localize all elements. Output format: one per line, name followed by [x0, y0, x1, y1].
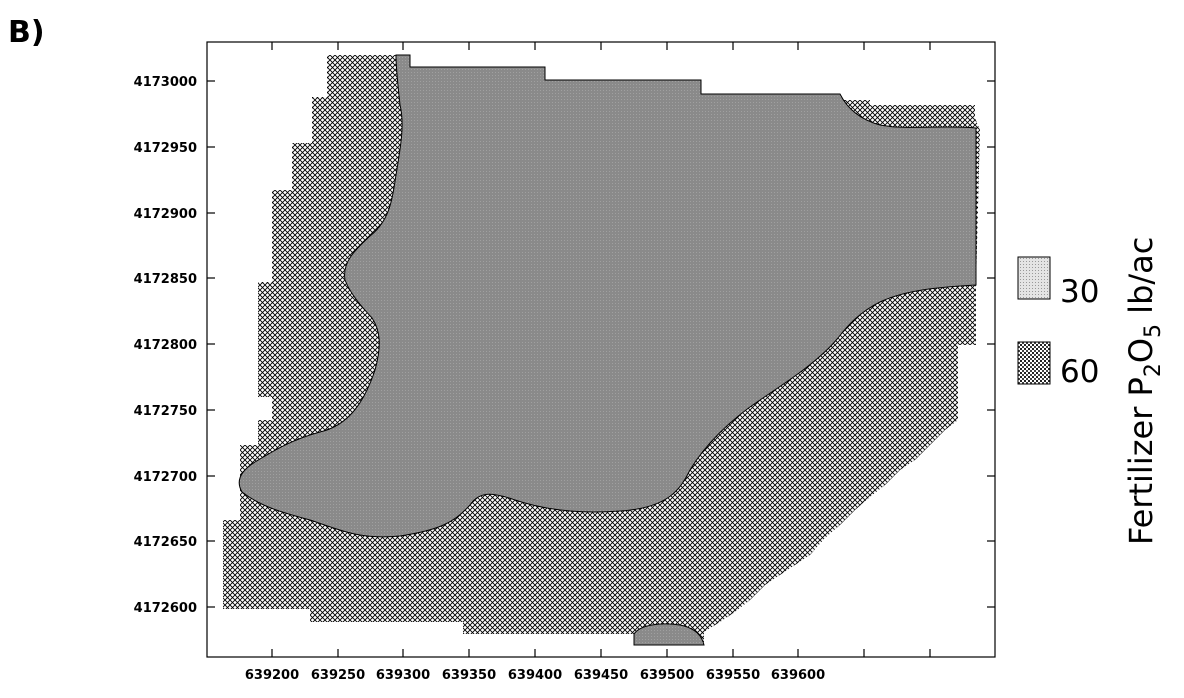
y-tick-label: 4172850 — [134, 272, 197, 287]
y-tick-label: 4172750 — [134, 404, 197, 419]
legend-title: Fertilizer P2O5 lb/ac — [1122, 237, 1166, 545]
legend-title-sub2: 5 — [1141, 324, 1166, 338]
y-tick-label: 4172700 — [134, 470, 197, 485]
x-tick-label: 639550 — [706, 668, 760, 683]
x-tick-label: 639350 — [442, 668, 496, 683]
legend-swatch-60 — [1017, 341, 1051, 385]
legend-title-sub1: 2 — [1141, 363, 1166, 377]
x-tick-label: 639200 — [245, 668, 299, 683]
y-tick-label: 4173000 — [134, 75, 197, 90]
legend-title-main: Fertilizer P — [1122, 377, 1160, 545]
x-tick-label: 639250 — [311, 668, 365, 683]
x-tick-labels: 639200 639250 639300 639350 639400 63945… — [245, 668, 825, 683]
y-axis-ticks — [207, 80, 995, 608]
legend-title-mid: O — [1122, 338, 1160, 363]
y-tick-label: 4172650 — [134, 535, 197, 550]
y-tick-label: 4172950 — [134, 141, 197, 156]
legend: 30 60 Fertilizer P2O5 lb/ac — [1017, 237, 1166, 545]
x-tick-label: 639400 — [508, 668, 562, 683]
x-tick-label: 639600 — [771, 668, 825, 683]
legend-title-end: lb/ac — [1122, 237, 1160, 324]
x-tick-label: 639500 — [640, 668, 694, 683]
x-tick-label: 639300 — [376, 668, 430, 683]
y-tick-label: 4172900 — [134, 207, 197, 222]
zone-30-grey — [238, 54, 977, 538]
y-tick-label: 4172600 — [134, 601, 197, 616]
x-axis-ticks — [271, 42, 931, 657]
zone-30-bottom-lobe — [633, 623, 705, 646]
legend-swatch-30 — [1017, 256, 1051, 300]
y-tick-label: 4172800 — [134, 338, 197, 353]
panel-label: B) — [8, 15, 45, 50]
y-tick-labels: 4173000 4172950 4172900 4172850 4172800 … — [134, 75, 197, 616]
x-tick-label: 639450 — [574, 668, 628, 683]
legend-label-30: 30 — [1060, 274, 1099, 310]
legend-label-60: 60 — [1060, 354, 1099, 390]
